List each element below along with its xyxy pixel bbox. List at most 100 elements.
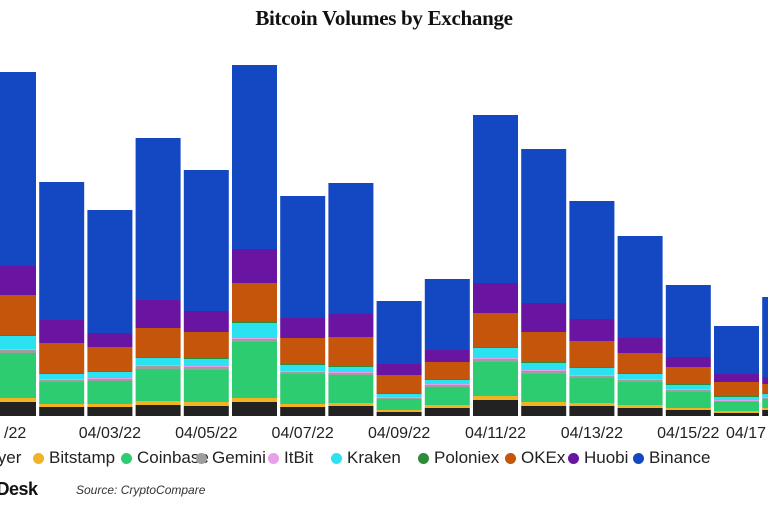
bar-segment-huobi-04/16/22: [714, 374, 759, 382]
bar-segment-coinbase-04/01/22: [0, 353, 36, 398]
source-note: Source: CryptoCompare: [76, 483, 206, 497]
bar-segment-itbit-04/04/22: [135, 365, 181, 366]
bar-segment-gemini-04/14/22: [617, 380, 663, 382]
bar-segment-gemini-04/02/22: [39, 380, 85, 382]
bar-segment-itbit-04/17/22: [762, 397, 768, 398]
bar-segment-huobi-04/14/22: [617, 338, 663, 353]
bar-segment-bitflyer-04/15/22: [665, 410, 711, 416]
bar-segment-gemini-04/11/22: [473, 359, 518, 362]
bar-segment-binance-04/02/22: [39, 182, 85, 320]
bar-segment-poloniex-04/12/22: [521, 362, 567, 363]
bar-segment-huobi-04/05/22: [183, 311, 229, 332]
legend-item-bitstamp: Bitstamp: [33, 448, 115, 468]
bar-segment-gemini-04/04/22: [135, 366, 181, 369]
bar-segment-itbit-04/06/22: [232, 338, 277, 339]
bar-segment-coinbase-04/07/22: [280, 374, 326, 404]
bar-segment-itbit-04/09/22: [376, 397, 422, 398]
legend-swatch: [505, 452, 516, 464]
legend-item-binance: Binance: [633, 448, 710, 468]
bar-segment-binance-04/03/22: [87, 210, 133, 333]
bar-segment-huobi-04/15/22: [665, 357, 711, 367]
x-tick-label: 04/11/22: [465, 425, 526, 442]
bar-segment-gemini-04/05/22: [183, 367, 229, 370]
bar-segment-huobi-04/01/22: [0, 266, 36, 295]
legend-swatch: [33, 452, 44, 464]
bar-segment-binance-04/08/22: [328, 183, 374, 314]
bar-segment-coinbase-04/05/22: [183, 370, 229, 402]
bar-segment-bitflyer-04/07/22: [280, 407, 326, 416]
legend-item-poloniex: Poloniex: [418, 448, 499, 468]
bar-segment-poloniex-04/04/22: [135, 357, 181, 358]
legend-label: Binance: [649, 448, 711, 467]
bar-segment-huobi-04/09/22: [376, 364, 422, 375]
bar-segment-gemini-04/07/22: [280, 372, 326, 374]
bar-segment-kraken-04/11/22: [473, 348, 518, 358]
bar-segment-coinbase-04/15/22: [665, 392, 711, 408]
bar-segment-poloniex-04/09/22: [376, 393, 422, 394]
bar-segment-poloniex-04/02/22: [39, 373, 85, 374]
bar-segment-coinbase-04/16/22: [714, 402, 759, 411]
bar-segment-bitflyer-04/09/22: [376, 412, 422, 416]
x-tick-label: 04/05/22: [175, 425, 237, 442]
bar-segment-kraken-04/14/22: [617, 374, 663, 379]
legend-label: Huobi: [584, 448, 629, 467]
bar-segment-bitflyer-04/06/22: [232, 402, 277, 416]
bar-segment-okex-04/11/22: [473, 313, 518, 347]
bar-segment-okex-04/07/22: [280, 338, 326, 364]
bar-segment-huobi-04/07/22: [280, 318, 326, 338]
bar-segment-kraken-04/08/22: [328, 367, 374, 372]
bar-segment-itbit-04/08/22: [328, 372, 374, 373]
bar-segment-gemini-04/16/22: [714, 401, 759, 402]
bar-segment-coinbase-04/11/22: [473, 362, 518, 396]
bar-segment-binance-04/13/22: [569, 201, 615, 319]
bar-segment-itbit-04/16/22: [714, 400, 759, 401]
bar-segment-gemini-04/08/22: [328, 373, 374, 375]
bar-segment-okex-04/10/22: [424, 362, 470, 379]
bar-segment-bitflyer-04/05/22: [183, 406, 229, 416]
bar-segment-binance-04/07/22: [280, 196, 326, 318]
bar-segment-huobi-04/04/22: [135, 300, 181, 328]
bar-segment-okex-04/13/22: [569, 341, 615, 367]
bar-segment-itbit-04/03/22: [87, 378, 133, 379]
bar-segment-bitstamp-04/03/22: [87, 404, 133, 407]
bar-segment-poloniex-04/14/22: [617, 373, 663, 374]
legend-swatch: [268, 452, 279, 464]
legend-label: ItBit: [284, 448, 314, 467]
bar-segment-okex-04/04/22: [135, 328, 181, 357]
chart-title: Bitcoin Volumes by Exchange: [255, 6, 513, 30]
bar-segment-bitstamp-04/09/22: [376, 410, 422, 412]
bar-segment-coinbase-04/08/22: [328, 375, 374, 403]
bar-segment-kraken-04/16/22: [714, 397, 759, 400]
legend-label: Kraken: [347, 448, 401, 467]
bar-segment-binance-04/01/22: [0, 72, 36, 266]
bar-segment-coinbase-04/12/22: [521, 374, 567, 402]
stacked-bar-chart: /22 04/03/22 04/05/22 04/07/22 04/09/22 04/11…: [0, 65, 768, 442]
bar-segment-bitflyer-04/16/22: [714, 413, 759, 416]
bar-segment-itbit-04/01/22: [0, 349, 36, 350]
bar-segment-binance-04/05/22: [183, 170, 229, 311]
bar-segment-kraken-04/17/22: [762, 394, 768, 397]
bar-segment-itbit-04/12/22: [521, 370, 567, 371]
bar-segment-kraken-04/03/22: [87, 372, 133, 378]
bar-segment-kraken-04/04/22: [135, 358, 181, 365]
bar-segment-gemini-04/01/22: [0, 350, 36, 353]
bar-segment-bitstamp-04/14/22: [617, 405, 663, 408]
bar-segment-binance-04/04/22: [135, 138, 181, 300]
legend-swatch: [121, 452, 132, 464]
bar-segment-huobi-04/11/22: [473, 283, 518, 313]
bar-segment-huobi-04/13/22: [569, 319, 615, 341]
bar-segment-binance-04/17/22: [762, 297, 768, 377]
legend-swatch: [331, 452, 342, 464]
bar-segment-gemini-04/12/22: [521, 371, 567, 374]
bar-segment-gemini-04/06/22: [232, 339, 277, 342]
bar-segment-bitflyer-04/10/22: [424, 408, 470, 416]
bar-segment-bitflyer-04/11/22: [473, 400, 518, 416]
bar-segment-poloniex-04/10/22: [424, 379, 470, 380]
bar-layer: [0, 65, 768, 416]
bar-segment-poloniex-04/01/22: [0, 335, 36, 336]
bar-segment-huobi-04/03/22: [87, 333, 133, 347]
bar-segment-gemini-04/15/22: [665, 390, 711, 392]
bar-segment-okex-04/15/22: [665, 367, 711, 384]
bar-segment-binance-04/12/22: [521, 149, 567, 303]
